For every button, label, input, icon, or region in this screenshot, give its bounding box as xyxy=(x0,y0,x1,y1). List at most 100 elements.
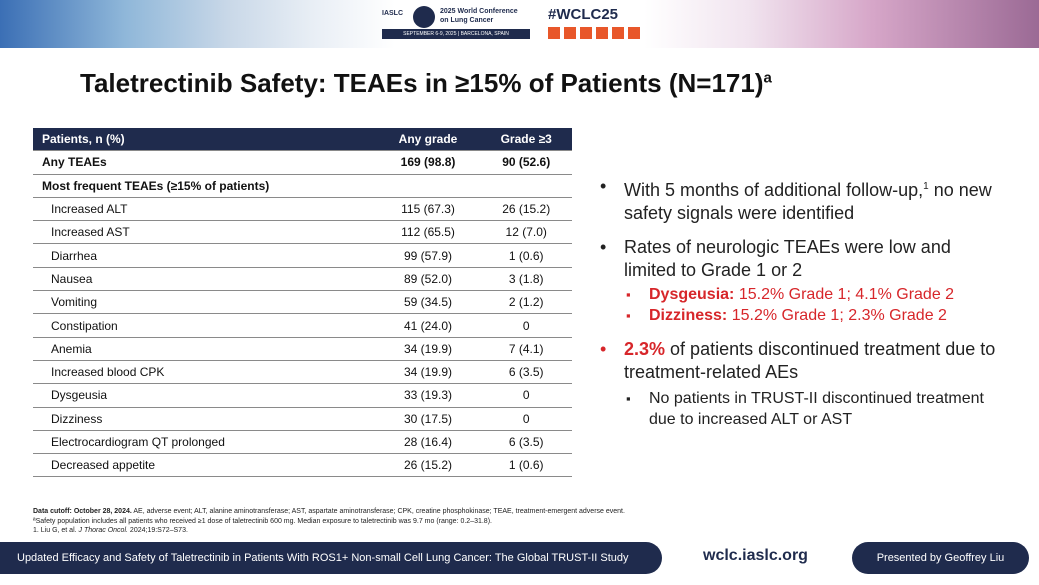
label: Dizziness: xyxy=(649,307,728,324)
column-header: Grade ≥3 xyxy=(480,128,572,152)
cell: Dizziness xyxy=(33,407,376,431)
cell: 0 xyxy=(480,407,572,431)
text: of patients discontinued treatment due t… xyxy=(624,339,996,382)
cell: 90 (52.6) xyxy=(480,150,572,175)
footnotes: Data cutoff: October 28, 2024. AE, adver… xyxy=(33,507,625,536)
title-text: Taletrectinib Safety: TEAEs in ≥15% of P… xyxy=(80,68,764,98)
cell: 115 (67.3) xyxy=(375,197,481,222)
cell: Dysgeusia xyxy=(33,383,376,408)
cell: 2 (1.2) xyxy=(480,290,572,315)
cutoff: Data cutoff: October 28, 2024. xyxy=(33,508,132,515)
bullet: 2.3% of patients discontinued treatment … xyxy=(600,338,1000,384)
cell: 41 (24.0) xyxy=(375,313,481,338)
ref: 1. Liu G, et al. xyxy=(33,527,77,534)
cell: 6 (3.5) xyxy=(480,360,572,385)
column-header: Patients, n (%) xyxy=(33,128,376,152)
row: Nausea 89 (52.0) 3 (1.8) xyxy=(33,267,572,292)
row: Dizziness 30 (17.5) 0 xyxy=(33,407,572,431)
row: Increased blood CPK 34 (19.9) 6 (3.5) xyxy=(33,360,572,385)
cell: Diarrhea xyxy=(33,243,376,268)
title-sup: a xyxy=(763,69,772,87)
cell: 99 (57.9) xyxy=(375,243,481,268)
cell: 1 (0.6) xyxy=(480,453,572,478)
cell: 3 (1.8) xyxy=(480,267,572,292)
conference-line: on Lung Cancer xyxy=(440,17,494,24)
note: Data cutoff: October 28, 2024. AE, adver… xyxy=(33,507,625,517)
cell: Electrocardiogram QT prolonged xyxy=(33,430,376,455)
conference: 2025 World Conference on Lung Cancer xyxy=(440,7,518,25)
note: ªSafety population includes all patients… xyxy=(33,517,492,525)
text: 15.2% Grade 1; 4.1% Grade 2 xyxy=(738,286,955,303)
sup: 1 xyxy=(923,181,929,192)
row: Constipation 41 (24.0) 0 xyxy=(33,313,572,338)
text: 15.2% Grade 1; 2.3% Grade 2 xyxy=(731,307,947,324)
bullet: With 5 months of additional follow-up,1 … xyxy=(600,175,1000,225)
cell: 26 (15.2) xyxy=(375,453,481,478)
title: Taletrectinib Safety: TEAEs in ≥15% of P… xyxy=(80,68,772,99)
cell: 28 (16.4) xyxy=(375,430,481,455)
cell: 30 (17.5) xyxy=(375,407,481,431)
cell: 34 (19.9) xyxy=(375,337,481,361)
cell: Vomiting xyxy=(33,290,376,315)
website: wclc.iaslc.org xyxy=(703,547,808,564)
sub-bullets: Dysgeusia: 15.2% Grade 1; 4.1% Grade 2Di… xyxy=(600,284,1000,326)
header-row: Patients, n (%) Any grade Grade ≥3 xyxy=(33,128,572,152)
sub-bullets: No patients in TRUST-II discontinued tre… xyxy=(600,388,1000,430)
study-title: Updated Efficacy and Safety of Taletrect… xyxy=(0,542,662,574)
section-label: Most frequent TEAEs (≥15% of patients) xyxy=(33,174,572,198)
row: Decreased appetite 26 (15.2) 1 (0.6) xyxy=(33,453,572,478)
column-header: Any grade xyxy=(375,128,481,152)
cell: Any TEAEs xyxy=(33,150,376,175)
cell: 1 (0.6) xyxy=(480,243,572,268)
banner: IASLC 2025 World Conference on Lung Cance… xyxy=(0,0,1039,48)
cell: 112 (65.5) xyxy=(375,220,481,245)
dates: SEPTEMBER 6-9, 2025 | BARCELONA, SPAIN xyxy=(382,29,530,39)
row: Increased AST 112 (65.5) 12 (7.0) xyxy=(33,220,572,245)
sub-bullet: No patients in TRUST-II discontinued tre… xyxy=(600,388,1000,430)
cell: Constipation xyxy=(33,313,376,338)
org: IASLC xyxy=(382,10,403,17)
cell: 59 (34.5) xyxy=(375,290,481,315)
row: Vomiting 59 (34.5) 2 (1.2) xyxy=(33,290,572,315)
cell: Increased AST xyxy=(33,220,376,245)
ref: 2024;19:S72–S73. xyxy=(129,527,188,534)
presenter: Presented by Geoffrey Liu xyxy=(852,542,1029,574)
cell: 0 xyxy=(480,313,572,338)
text: With 5 months of additional follow-up, xyxy=(624,180,924,200)
text: no new safety signals were identified xyxy=(624,180,992,223)
cell: Anemia xyxy=(33,337,376,361)
journal: J Thorac Oncol. xyxy=(78,527,128,534)
cell: 89 (52.0) xyxy=(375,267,481,292)
bullets: With 5 months of additional follow-up,1 … xyxy=(600,175,1000,430)
cell: 6 (3.5) xyxy=(480,430,572,455)
cell: Decreased appetite xyxy=(33,453,376,478)
bullet: Rates of neurologic TEAEs were low and l… xyxy=(600,236,1000,282)
row: Electrocardiogram QT prolonged 28 (16.4) 6… xyxy=(33,430,572,455)
conference-line: 2025 World Conference xyxy=(440,8,518,15)
label: Dysgeusia: xyxy=(649,286,735,303)
sub-bullet: Dysgeusia: 15.2% Grade 1; 4.1% Grade 2 xyxy=(600,284,1000,305)
sub-bullet: Dizziness: 15.2% Grade 1; 2.3% Grade 2 xyxy=(600,305,1000,326)
ae-table: Patients, n (%) Any grade Grade ≥3 Any TEAE… xyxy=(33,128,572,478)
row: Increased ALT 115 (67.3) 26 (15.2) xyxy=(33,197,572,222)
row: Anemia 34 (19.9) 7 (4.1) xyxy=(33,337,572,361)
row: Diarrhea 99 (57.9) 1 (0.6) xyxy=(33,243,572,268)
social-icons xyxy=(548,27,640,39)
note: 1. Liu G, et al. J Thorac Oncol. 2024;19… xyxy=(33,526,625,536)
cell: 12 (7.0) xyxy=(480,220,572,245)
cell: Increased ALT xyxy=(33,197,376,222)
cell: 33 (19.3) xyxy=(375,383,481,408)
cell: 7 (4.1) xyxy=(480,337,572,361)
cell: 26 (15.2) xyxy=(480,197,572,222)
highlight: 2.3% xyxy=(624,339,666,359)
cell: Nausea xyxy=(33,267,376,292)
cell: 0 xyxy=(480,383,572,408)
hashtag: #WCLC25 xyxy=(548,6,619,23)
section-row: Most frequent TEAEs (≥15% of patients) xyxy=(33,174,572,198)
cell: 169 (98.8) xyxy=(375,150,481,175)
logo xyxy=(413,6,435,28)
total-row: Any TEAEs 169 (98.8) 90 (52.6) xyxy=(33,150,572,175)
cell: 34 (19.9) xyxy=(375,360,481,385)
cell: Increased blood CPK xyxy=(33,360,376,385)
